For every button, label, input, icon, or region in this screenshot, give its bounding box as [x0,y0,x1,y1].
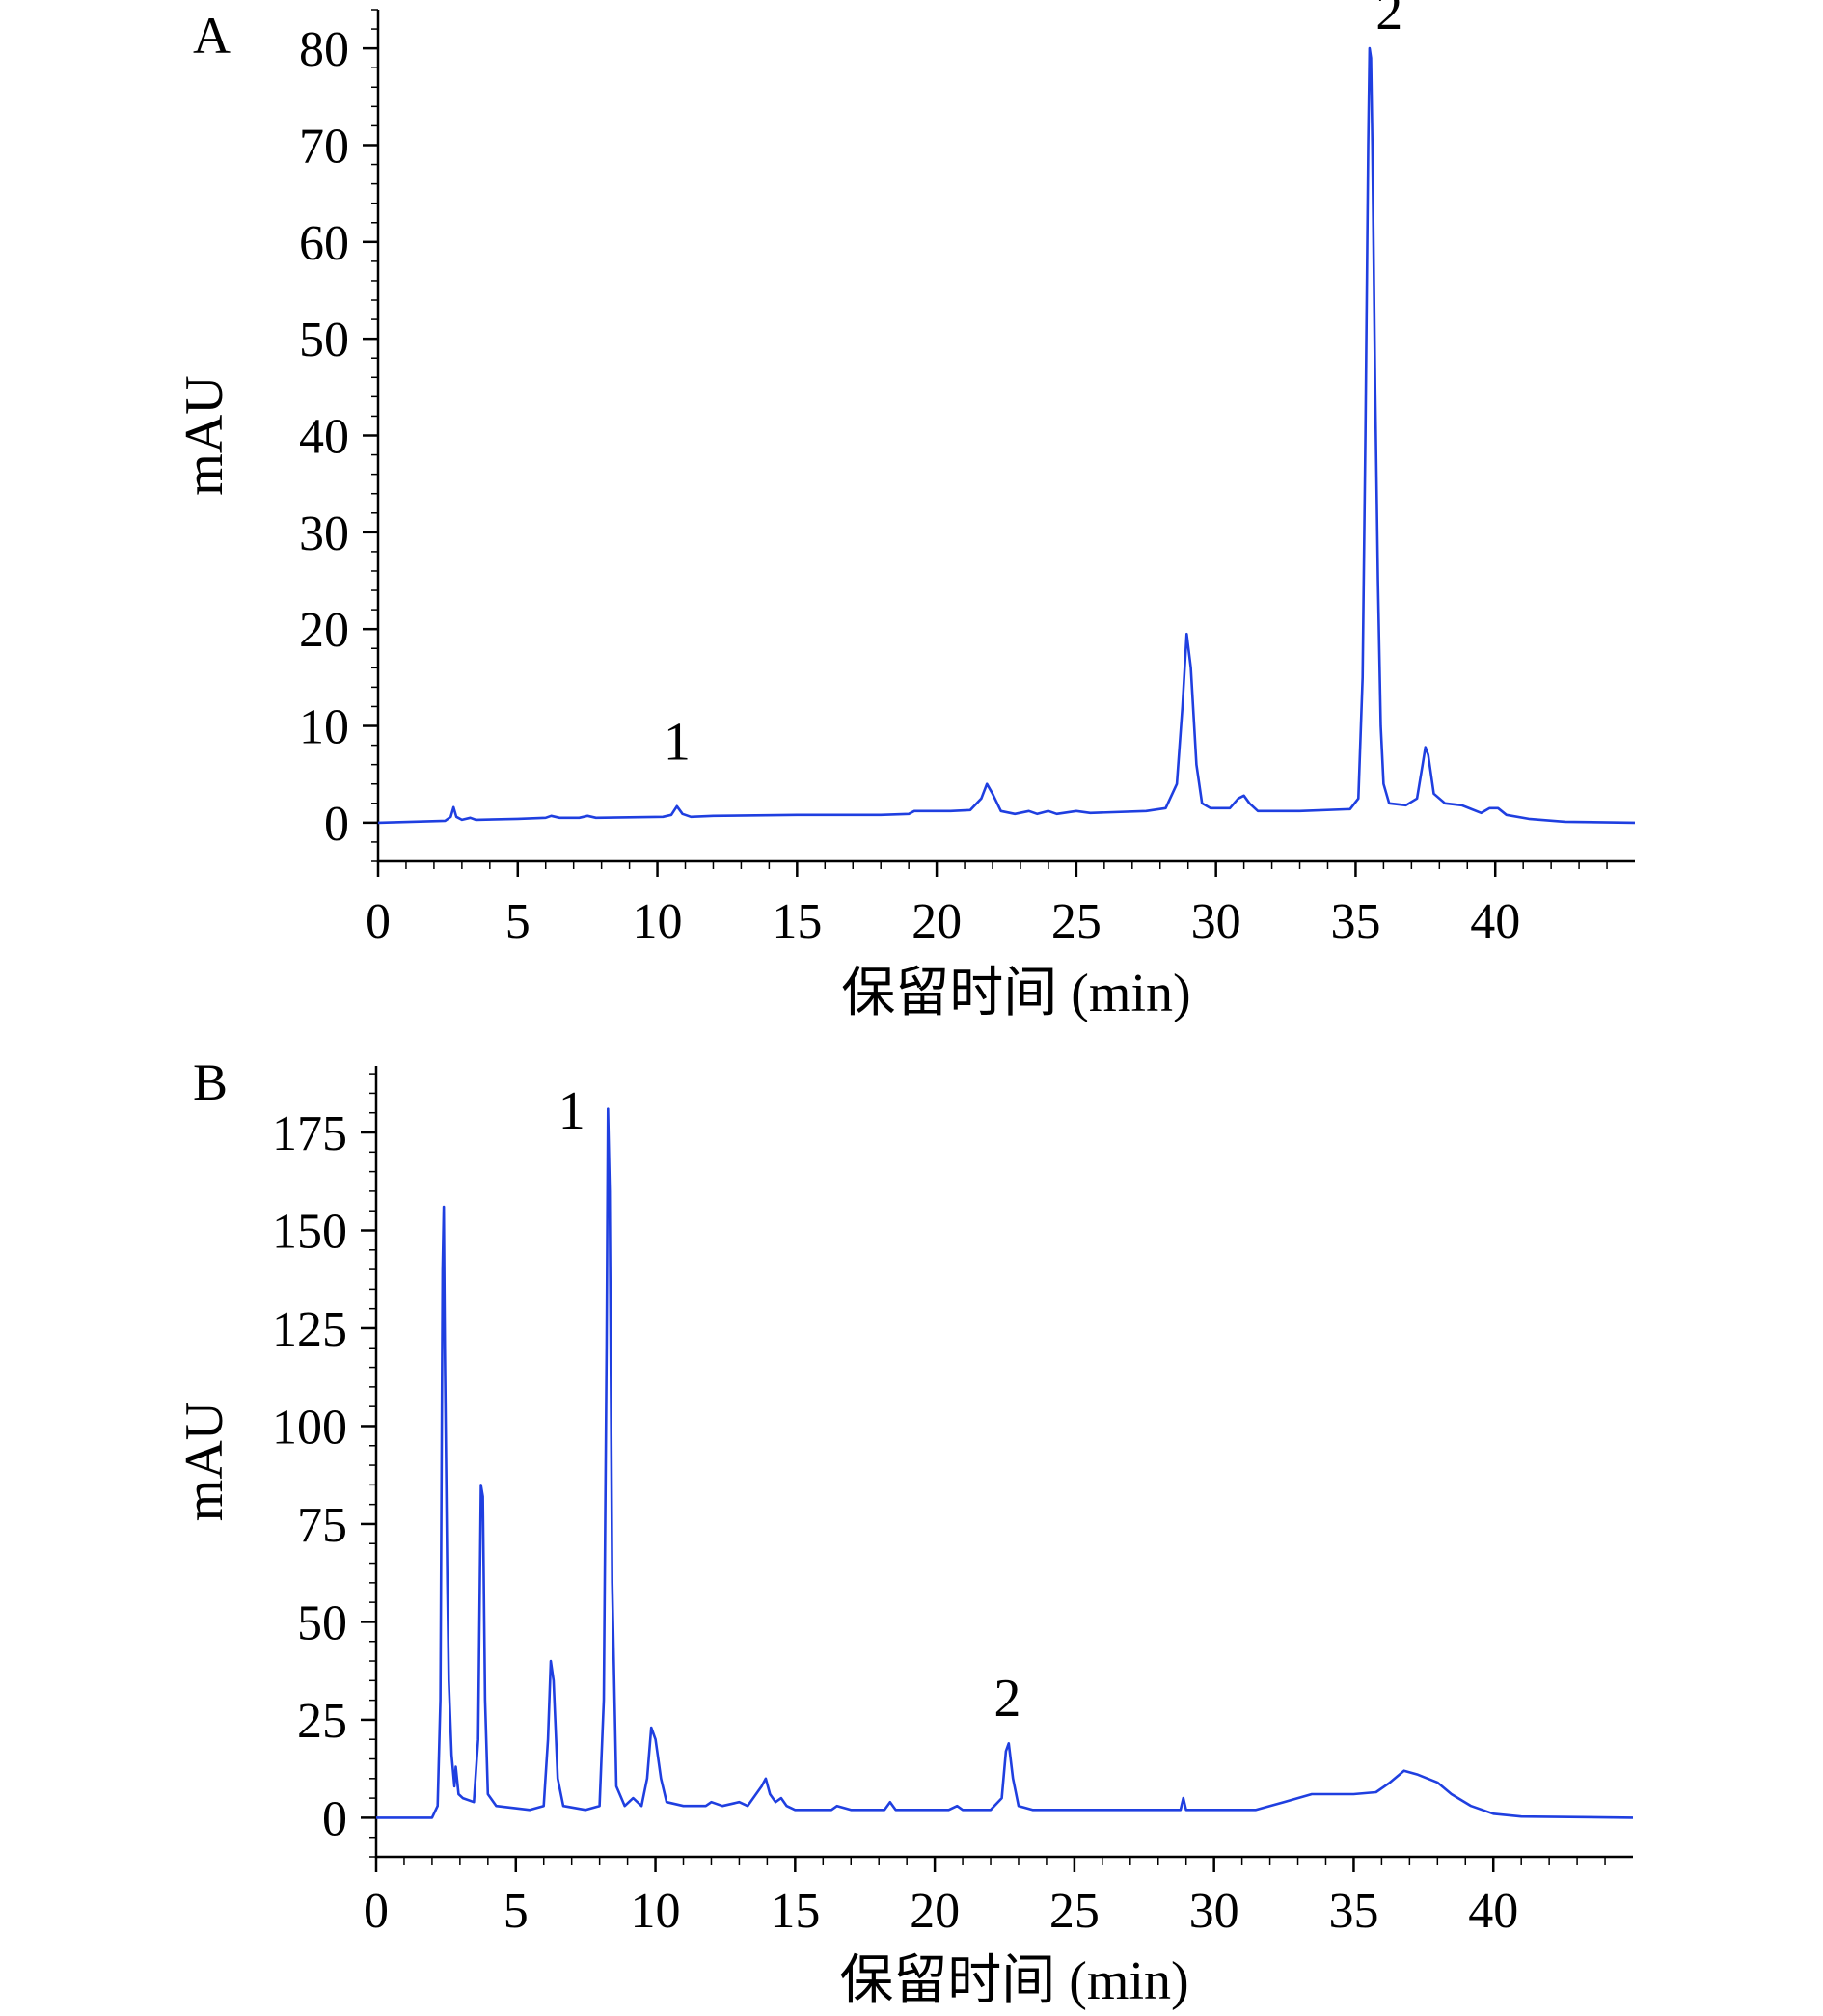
y-tick-label: 80 [299,22,349,77]
y-tick-label: 60 [299,216,349,271]
x-tick-label: 15 [770,1884,820,1939]
y-tick-label: 100 [272,1400,347,1455]
axis-lines [376,10,1635,863]
y-tick-label: 20 [299,603,349,658]
x-tick-label: 15 [772,894,822,949]
y-tick-label: 0 [324,797,349,852]
y-tick-label: 0 [322,1791,347,1846]
x-tick-label: 5 [503,1884,529,1939]
x-axis-title: 保留时间 (min) [841,964,1190,1023]
x-tick-label: 40 [1468,1884,1518,1939]
x-tick-label: 0 [364,1884,389,1939]
peak-label: 1 [664,713,691,773]
y-tick-label: 75 [297,1498,347,1553]
y-tick-label: 175 [272,1106,347,1161]
x-tick-label: 30 [1189,1884,1239,1939]
x-tick-label: 35 [1330,894,1380,949]
peak-label: 1 [558,1081,585,1141]
y-tick-label: 30 [299,506,349,561]
x-tick-label: 10 [631,1884,681,1939]
y-axis-title: mAU [175,375,234,495]
y-tick-label: 125 [272,1302,347,1357]
y-tick-label: 50 [297,1595,347,1650]
x-tick-label: 25 [1051,894,1102,949]
panel-a: 0 5 10 15 20 25 30 35 40 0 10 20 30 40 50 60 70 80 保留时间 (m… [175,0,1636,1023]
x-tick-label: 40 [1470,894,1520,949]
axis-lines [374,1066,1633,1859]
x-tick-label: 0 [366,894,391,949]
x-tick-label: 25 [1049,1884,1100,1939]
y-tick-label: 10 [299,700,349,755]
x-axis-title: 保留时间 (min) [839,1951,1188,2011]
y-tick-label: 150 [272,1204,347,1259]
peak-label: 2 [1375,0,1402,41]
panel-letter: A [193,7,231,65]
x-tick-label: 5 [505,894,531,949]
chromatogram-trace [376,1107,1634,1819]
y-tick-label: 70 [299,119,349,174]
chromatogram-trace [377,46,1636,825]
peak-label: 2 [993,1669,1020,1729]
y-tick-label: 50 [299,313,349,368]
x-tick-label: 10 [633,894,683,949]
x-tick-label: 20 [912,894,962,949]
panel-b: 0 5 10 15 20 25 30 35 40 0 25 50 75 100 125 150 175 保留时间 … [175,1053,1634,2011]
x-tick-label: 30 [1191,894,1241,949]
x-tick-label: 20 [910,1884,960,1939]
y-tick-label: 40 [299,410,349,465]
y-tick-label: 25 [297,1694,347,1749]
panel-letter: B [193,1053,228,1111]
x-tick-label: 35 [1328,1884,1378,1939]
y-axis-title: mAU [175,1402,234,1521]
